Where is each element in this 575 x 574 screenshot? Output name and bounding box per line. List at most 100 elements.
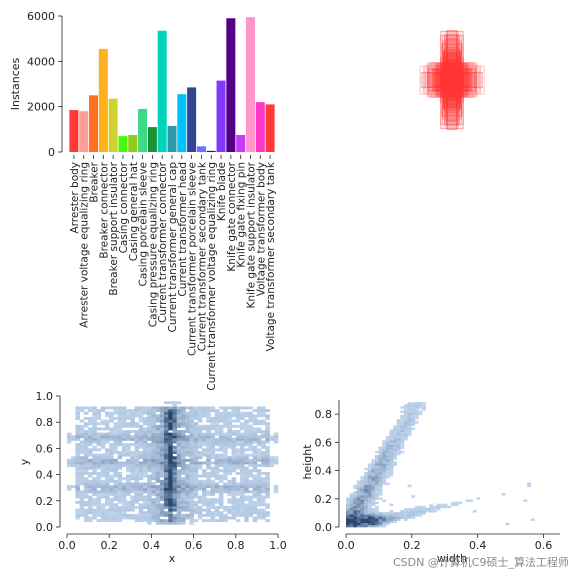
heatmap-cell [407,425,412,428]
heatmap-cell [393,435,397,439]
heatmap-cell [443,505,448,509]
heatmap-cell [147,511,152,515]
heatmap-cell [244,474,249,478]
heatmap-cell [374,484,379,488]
bbox-rect [444,49,460,111]
heatmap-cell [75,479,80,483]
heatmap-cell [100,479,106,483]
bbox-rect [445,38,459,121]
heatmap-cell [126,451,131,454]
heatmap-cell [223,422,228,426]
heatmap-cell [367,518,372,521]
heatmap-cell [185,443,190,447]
heatmap-cell [176,487,182,491]
heatmap-cell [252,440,258,444]
heatmap-cell [75,485,80,488]
heatmap-cell [142,440,148,444]
heatmap-cell [126,516,131,520]
heatmap-cell [172,448,178,452]
heatmap-cell [223,466,228,470]
heatmap-cell [117,487,123,491]
heatmap-cell [113,440,118,444]
bar [98,48,108,153]
heatmap-cell [235,435,241,439]
heatmap-cell [151,416,156,420]
heatmap-cell [202,424,207,428]
heatmap-cell [189,422,194,426]
heatmap-cell [92,453,97,457]
heatmap-cell [104,466,110,470]
heatmap-cell [138,445,144,449]
heatmap-cell [83,451,89,454]
heatmap-cell [382,448,387,452]
heatmap-cell [138,477,144,481]
heatmap-cell [168,437,173,441]
heatmap-cell [248,427,253,431]
heatmap-cell [138,456,144,460]
heatmap-cell [138,469,144,473]
heatmap-cell [176,432,182,436]
heatmap-cell [210,432,215,436]
heatmap-cell [193,506,199,509]
heatmap-cell [197,416,203,420]
heatmap-cell [164,506,169,509]
heatmap-cell [248,490,253,494]
heatmap-cell [189,479,194,483]
heatmap-cell [418,404,423,407]
heatmap-cell [393,425,397,428]
bbox-rect [441,43,463,117]
heatmap-cell [378,457,383,460]
heatmap-cell [109,430,114,433]
heatmap-cell [168,443,173,447]
heatmap-cell [407,484,412,488]
heatmap-cell [218,485,224,488]
heatmap-cell [92,414,97,418]
heatmap-cell [214,519,220,523]
heatmap-cell [185,451,190,454]
heatmap-cell [172,500,178,504]
heatmap-cell [164,445,169,449]
heatmap-cell [235,519,241,523]
heatmap-cell [223,513,228,517]
heatmap-cell [142,469,148,473]
heatmap-cell [206,430,211,433]
heatmap-cell [189,492,194,496]
heatmap-cell [227,416,232,420]
x-tick-label: Casing pressure equalizing ring [147,162,159,327]
heatmap-cell [180,461,186,465]
heatmap-cell [126,409,131,413]
heatmap-cell [252,416,258,420]
heatmap-cell [403,510,408,513]
heatmap-cell [193,443,199,447]
heatmap-cell [189,416,194,420]
heatmap-cell [382,471,387,475]
heatmap-cell [374,524,379,528]
heatmap-cell [367,516,372,519]
heatmap-cell [202,469,207,473]
heatmap-cell [527,482,531,485]
heatmap-cell [151,474,156,478]
heatmap-cell [244,503,249,507]
heatmap-cell [364,507,369,511]
heatmap-cell [197,498,203,502]
heatmap-cell [185,453,190,457]
heatmap-cell [214,419,220,423]
heatmap-cell [117,440,123,444]
bbox-rect [442,50,462,110]
heatmap-cell [134,485,140,488]
heatmap-cell [164,448,169,452]
heatmap-cell [130,461,135,465]
heatmap-cell [261,419,266,423]
x-tick-label: Knife gate fixing pin [236,162,248,268]
heatmap-cell [396,423,401,426]
bbox-rect [444,47,460,113]
heatmap-cell [422,402,426,405]
heatmap-cell [88,419,93,423]
heatmap-cell [231,451,237,454]
heatmap-cell [235,416,241,420]
heatmap-cell [164,419,169,423]
heatmap-cell [180,471,186,475]
heatmap-cell [164,437,169,441]
heatmap-cell [164,401,169,405]
heatmap-cell [227,516,232,520]
